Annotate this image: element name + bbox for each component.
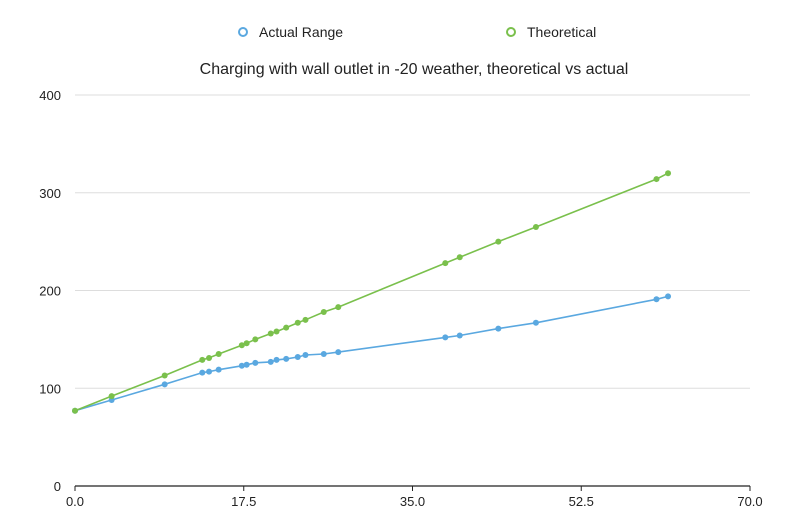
data-point[interactable] — [252, 359, 259, 366]
chart-title: Charging with wall outlet in -20 weather… — [200, 61, 629, 78]
data-point[interactable] — [267, 330, 274, 337]
x-tick-label: 17.5 — [231, 494, 256, 509]
data-point[interactable] — [294, 319, 301, 326]
y-tick-label: 200 — [39, 284, 61, 299]
data-point[interactable] — [273, 356, 280, 363]
data-point[interactable] — [283, 355, 290, 362]
data-point[interactable] — [320, 351, 327, 358]
y-tick-label: 400 — [39, 88, 61, 103]
series — [72, 170, 672, 414]
data-point[interactable] — [665, 293, 672, 300]
x-tick-label: 35.0 — [400, 494, 425, 509]
data-point[interactable] — [238, 342, 245, 349]
data-point[interactable] — [532, 319, 539, 326]
data-point[interactable] — [320, 309, 327, 316]
data-point[interactable] — [665, 170, 672, 177]
legend-item-actual-range[interactable]: Actual Range — [238, 24, 343, 40]
series-line — [74, 172, 669, 412]
series-0 — [72, 293, 672, 414]
data-point[interactable] — [161, 372, 168, 379]
legend-marker-actual-range — [238, 27, 248, 37]
data-point[interactable] — [273, 328, 280, 335]
data-point[interactable] — [283, 324, 290, 331]
legend: Actual Range Theoretical — [238, 24, 596, 40]
data-point[interactable] — [302, 352, 309, 359]
data-point[interactable] — [495, 238, 502, 245]
data-point[interactable] — [653, 176, 660, 183]
axes: 0 100 200 300 400 0.0 17.5 35.0 52.5 70.0 — [39, 88, 762, 509]
data-point[interactable] — [335, 349, 342, 356]
data-point[interactable] — [199, 356, 206, 363]
legend-item-theoretical[interactable]: Theoretical — [506, 24, 596, 40]
data-point[interactable] — [495, 325, 502, 332]
gridlines — [75, 94, 750, 389]
data-point[interactable] — [206, 368, 213, 375]
data-point[interactable] — [442, 260, 449, 267]
data-point[interactable] — [243, 340, 250, 347]
x-tick-label: 52.5 — [569, 494, 594, 509]
data-point[interactable] — [267, 358, 274, 365]
data-point[interactable] — [532, 223, 539, 230]
y-tick-label: 300 — [39, 186, 61, 201]
data-point[interactable] — [108, 393, 115, 400]
data-point[interactable] — [302, 316, 309, 323]
data-point[interactable] — [243, 361, 250, 368]
legend-marker-theoretical — [506, 27, 516, 37]
data-point[interactable] — [456, 332, 463, 339]
data-point[interactable] — [456, 254, 463, 261]
data-point[interactable] — [215, 351, 222, 358]
data-point[interactable] — [252, 336, 259, 343]
data-point[interactable] — [215, 366, 222, 373]
y-tick-label: 0 — [54, 479, 61, 494]
y-tick-label: 100 — [39, 381, 61, 396]
x-tick-label: 0.0 — [66, 494, 84, 509]
data-point[interactable] — [199, 369, 206, 376]
data-point[interactable] — [206, 354, 213, 361]
data-point[interactable] — [442, 334, 449, 341]
legend-label-actual-range: Actual Range — [259, 24, 343, 40]
legend-label-theoretical: Theoretical — [527, 24, 596, 40]
data-point[interactable] — [653, 296, 660, 303]
x-tick-label: 70.0 — [737, 494, 762, 509]
data-point[interactable] — [72, 407, 78, 414]
series-1 — [72, 170, 672, 414]
data-point[interactable] — [238, 362, 245, 369]
series-line — [74, 295, 669, 412]
data-point[interactable] — [294, 353, 301, 360]
data-point[interactable] — [161, 381, 168, 388]
data-point[interactable] — [335, 304, 342, 311]
